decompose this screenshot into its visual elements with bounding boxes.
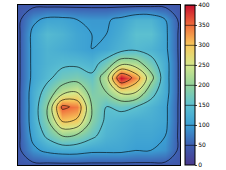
- svg-text:150: 150: [198, 101, 210, 108]
- svg-text:300: 300: [198, 41, 210, 48]
- svg-text:200: 200: [198, 81, 210, 88]
- svg-text:0: 0: [198, 161, 202, 168]
- svg-text:400: 400: [198, 1, 210, 8]
- svg-text:250: 250: [198, 61, 210, 68]
- svg-text:50: 50: [198, 141, 206, 148]
- svg-text:350: 350: [198, 21, 210, 28]
- svg-text:100: 100: [198, 121, 210, 128]
